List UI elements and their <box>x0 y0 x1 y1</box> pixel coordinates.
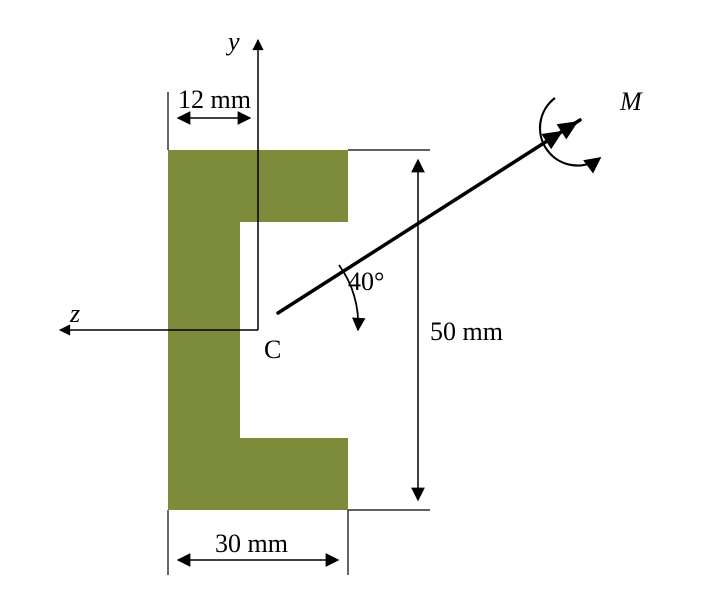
cross-section-diagram: y z C M 40° 12 mm 50 mm 30 mm <box>0 0 727 611</box>
centroid-label: C <box>264 335 281 364</box>
dim-30mm: 30 mm <box>168 510 348 575</box>
angle-label: 40° <box>348 267 384 296</box>
dim-50mm: 50 mm <box>348 150 503 510</box>
dim-12mm: 12 mm <box>168 85 251 150</box>
svg-text:12 mm: 12 mm <box>178 85 251 114</box>
y-axis-label: y <box>225 27 240 56</box>
svg-text:30 mm: 30 mm <box>215 529 288 558</box>
z-axis-label: z <box>69 299 80 328</box>
svg-text:50 mm: 50 mm <box>430 317 503 346</box>
moment-label: M <box>619 87 643 116</box>
